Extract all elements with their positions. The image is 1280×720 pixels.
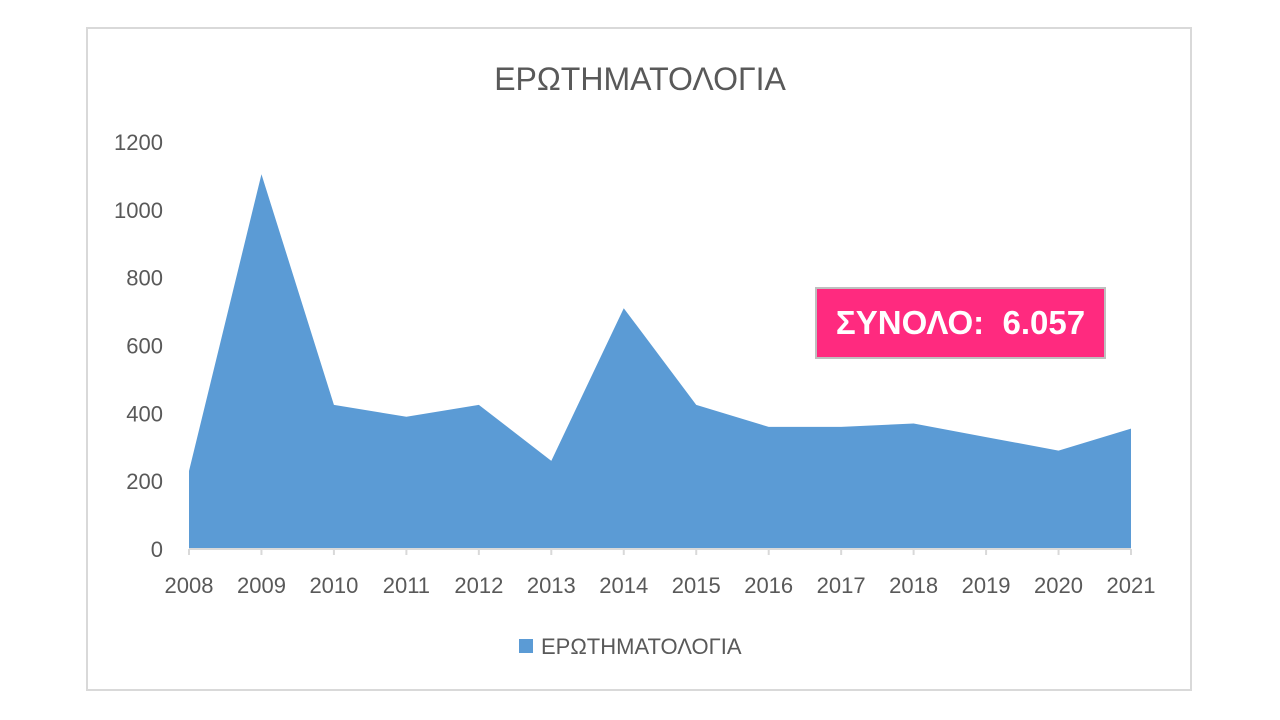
series-area <box>189 174 1131 550</box>
x-tick-label: 2019 <box>962 573 1011 598</box>
x-tick-label: 2011 <box>383 573 430 598</box>
x-tick-label: 2015 <box>672 573 721 598</box>
x-tick-label: 2021 <box>1107 573 1156 598</box>
x-tick-label: 2012 <box>454 573 503 598</box>
x-tick-label: 2014 <box>599 573 648 598</box>
legend-label: ΕΡΩΤΗΜΑΤΟΛΟΓΙΑ <box>541 634 742 659</box>
y-tick-label: 1000 <box>114 198 163 223</box>
total-badge-text: ΣΥΝΟΛΟ: 6.057 <box>835 304 1086 341</box>
y-axis: 0 200 400 600 800 1000 1200 <box>114 130 163 562</box>
legend: ΕΡΩΤΗΜΑΤΟΛΟΓΙΑ <box>519 634 742 659</box>
total-badge: ΣΥΝΟΛΟ: 6.057 <box>815 287 1106 359</box>
x-tick-label: 2020 <box>1034 573 1083 598</box>
legend-swatch <box>519 639 533 653</box>
y-tick-label: 800 <box>126 266 163 291</box>
x-tick-label: 2009 <box>237 573 286 598</box>
x-axis: 2008 2009 2010 2011 2012 2013 2014 2015 2016 2017… <box>165 549 1156 598</box>
x-tick-label: 2017 <box>817 573 866 598</box>
x-tick-label: 2008 <box>165 573 214 598</box>
y-tick-label: 200 <box>126 469 163 494</box>
x-tick-label: 2010 <box>309 573 358 598</box>
y-tick-label: 0 <box>151 537 163 562</box>
y-tick-label: 600 <box>126 334 163 359</box>
x-tick-label: 2018 <box>889 573 938 598</box>
y-tick-label: 400 <box>126 401 163 426</box>
y-tick-label: 1200 <box>114 130 163 155</box>
x-tick-label: 2016 <box>744 573 793 598</box>
x-tick-label: 2013 <box>527 573 576 598</box>
chart-title: ΕΡΩΤΗΜΑΤΟΛΟΓΙΑ <box>494 61 786 97</box>
